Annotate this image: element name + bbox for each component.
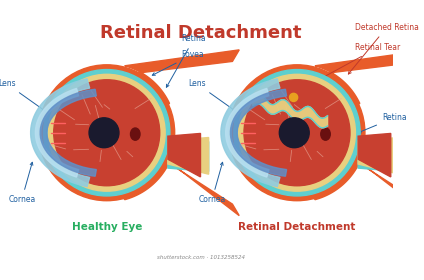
Polygon shape <box>168 137 209 174</box>
Circle shape <box>44 69 170 196</box>
Polygon shape <box>358 137 399 174</box>
Polygon shape <box>312 158 424 216</box>
Polygon shape <box>358 134 391 177</box>
Circle shape <box>239 74 355 191</box>
Text: Retinal Detachment: Retinal Detachment <box>100 24 302 42</box>
Text: Lens: Lens <box>188 79 236 111</box>
Text: Retina: Retina <box>358 113 407 133</box>
Circle shape <box>39 65 175 201</box>
Circle shape <box>234 69 360 196</box>
Text: shutterstock.com · 1013258524: shutterstock.com · 1013258524 <box>157 255 245 260</box>
Circle shape <box>89 118 119 148</box>
Text: Cornea: Cornea <box>8 162 36 204</box>
Polygon shape <box>358 142 399 171</box>
Text: Cornea: Cornea <box>198 162 226 204</box>
Text: Lens: Lens <box>0 79 46 111</box>
Circle shape <box>48 74 165 191</box>
Polygon shape <box>168 134 201 177</box>
Circle shape <box>244 80 350 186</box>
Text: Retinal Detachment: Retinal Detachment <box>238 221 356 232</box>
Polygon shape <box>40 89 96 176</box>
Text: Detached Retina: Detached Retina <box>349 23 418 74</box>
Text: Fovea: Fovea <box>152 50 204 75</box>
Polygon shape <box>168 142 209 171</box>
Circle shape <box>279 118 309 148</box>
Polygon shape <box>36 88 78 177</box>
Circle shape <box>290 93 298 101</box>
Polygon shape <box>122 50 239 108</box>
Polygon shape <box>312 50 424 108</box>
Ellipse shape <box>321 128 330 140</box>
Circle shape <box>54 80 160 186</box>
Polygon shape <box>31 79 89 186</box>
Polygon shape <box>226 88 269 177</box>
Ellipse shape <box>131 128 140 140</box>
Circle shape <box>229 65 365 201</box>
Polygon shape <box>230 89 287 176</box>
Polygon shape <box>122 158 239 216</box>
Polygon shape <box>221 79 280 186</box>
Text: Retina: Retina <box>166 34 206 87</box>
Text: Retinal Tear: Retinal Tear <box>297 43 400 92</box>
Polygon shape <box>253 93 328 128</box>
Text: Healthy Eye: Healthy Eye <box>72 221 142 232</box>
